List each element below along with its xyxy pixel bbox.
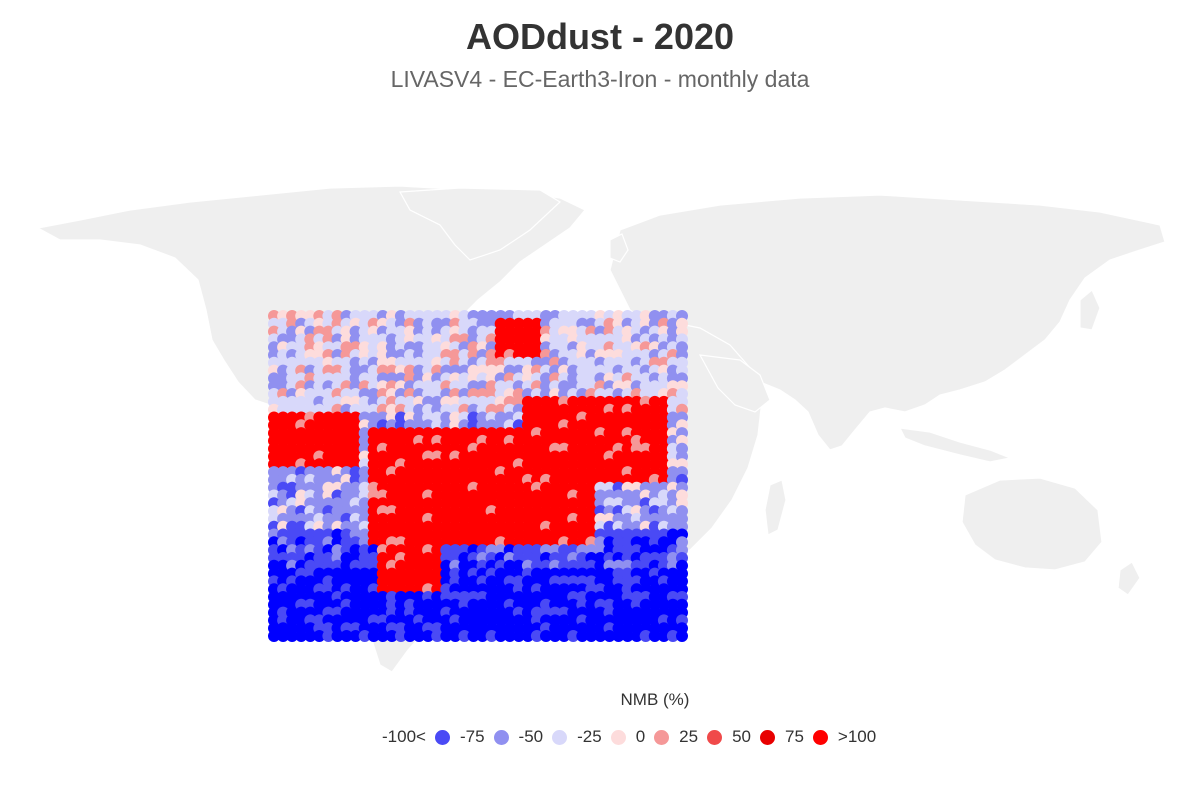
- station-point: [349, 630, 362, 642]
- station-point: [313, 630, 326, 642]
- legend: -100< -75 -50 -25 0 25 50 75 >100: [382, 727, 876, 747]
- station-point: [268, 630, 280, 642]
- land-indonesia: [898, 427, 1013, 463]
- legend-label: 25: [679, 727, 699, 746]
- land-australia: [961, 477, 1103, 571]
- legend-label-first: -100<: [382, 727, 426, 746]
- station-point: [431, 630, 444, 642]
- land-japan: [1079, 289, 1101, 331]
- station-point: [594, 630, 607, 642]
- station-point: [413, 630, 426, 642]
- station-point: [512, 630, 525, 642]
- legend-swatch: [434, 729, 450, 745]
- station-point: [340, 630, 353, 642]
- station-point: [612, 630, 625, 642]
- station-point: [558, 630, 571, 642]
- station-point: [639, 630, 652, 642]
- legend-label: 0: [635, 727, 646, 746]
- legend-label: >100: [837, 727, 877, 746]
- legend-swatch: [552, 729, 568, 745]
- station-point: [530, 630, 543, 642]
- station-point: [657, 630, 670, 642]
- station-point: [549, 630, 562, 642]
- legend-label: -50: [518, 727, 544, 746]
- station-point: [521, 630, 534, 642]
- legend-label: -75: [459, 727, 485, 746]
- station-point: [367, 630, 380, 642]
- station-point: [603, 630, 616, 642]
- station-point: [277, 630, 290, 642]
- legend-swatch: [707, 729, 723, 745]
- land-uk: [609, 233, 629, 263]
- world-map: [36, 185, 1166, 673]
- station-point: [458, 630, 471, 642]
- station-point: [494, 630, 507, 642]
- map-subtitle: LIVASV4 - EC-Earth3-Iron - monthly data: [390, 66, 810, 92]
- station-point: [376, 630, 389, 642]
- station-point: [322, 630, 335, 642]
- legend-swatch: [610, 729, 626, 745]
- station-point: [540, 630, 552, 642]
- station-point: [331, 630, 344, 642]
- land-arabia: [698, 354, 771, 413]
- station-point: [567, 630, 580, 642]
- station-point: [621, 630, 634, 642]
- legend-swatch: [812, 729, 828, 745]
- legend-swatch: [760, 729, 775, 745]
- station-point: [449, 630, 462, 642]
- station-points: [268, 310, 688, 642]
- station-point: [476, 630, 489, 642]
- land-greenland: [399, 187, 561, 261]
- station-point: [295, 630, 308, 642]
- station-point: [648, 630, 661, 642]
- station-point: [576, 630, 589, 642]
- station-point: [422, 630, 435, 642]
- station-point: [304, 630, 317, 642]
- station-point: [467, 630, 480, 642]
- station-point: [358, 630, 371, 642]
- station-point: [485, 630, 498, 642]
- legend-title: NMB (%): [620, 690, 690, 709]
- legend-label: 50: [732, 727, 751, 746]
- land-new-zealand: [1117, 561, 1141, 596]
- station-point: [503, 630, 516, 642]
- station-point: [676, 630, 688, 642]
- legend-swatch: [493, 729, 509, 745]
- legend-label: -25: [577, 727, 602, 746]
- land-madagascar: [764, 479, 787, 536]
- station-point: [394, 630, 407, 642]
- legend-label: 75: [785, 727, 804, 746]
- legend-swatch: [654, 729, 670, 745]
- station-point: [585, 630, 598, 642]
- station-point: [404, 630, 416, 642]
- station-point: [385, 630, 398, 642]
- station-point: [440, 630, 453, 642]
- station-point: [286, 630, 299, 642]
- map-title: AODdust - 2020: [465, 16, 735, 57]
- station-point: [666, 630, 679, 642]
- station-point: [630, 630, 643, 642]
- land-layer: [36, 185, 1166, 673]
